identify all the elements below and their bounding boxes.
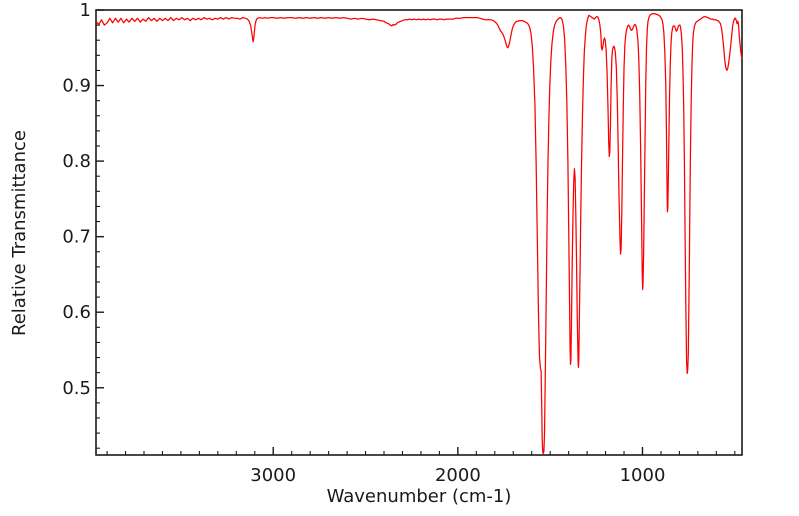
y-tick-label: 0.7 xyxy=(62,227,91,248)
x-axis-title: Wavenumber (cm-1) xyxy=(326,486,512,507)
y-tick-label: 0.6 xyxy=(62,302,91,323)
plot-border xyxy=(95,9,743,456)
x-tick-label: 3000 xyxy=(250,465,296,486)
spectrum-line xyxy=(95,13,743,455)
y-axis-title: Relative Transmittance xyxy=(9,130,30,336)
y-tick-label: 0.5 xyxy=(62,378,91,399)
x-tick-label: 1000 xyxy=(620,465,666,486)
y-tick-label: 0.8 xyxy=(62,151,91,172)
y-tick-label: 1 xyxy=(80,0,91,21)
y-tick-label: 0.9 xyxy=(62,76,91,97)
x-tick-label: 2000 xyxy=(435,465,481,486)
